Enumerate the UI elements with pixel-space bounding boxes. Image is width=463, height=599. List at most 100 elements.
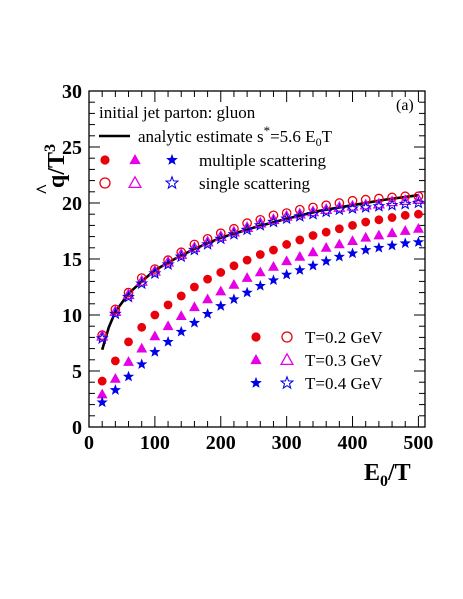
x-axis-title: E0/T	[364, 460, 411, 490]
x-tick-label: 300	[272, 432, 302, 454]
multiple-circle-point	[295, 235, 305, 245]
single-star-point	[333, 202, 346, 216]
single-circle-point	[308, 202, 318, 213]
multiple-circle-point	[229, 261, 239, 271]
multiple-triangle-point	[360, 231, 372, 242]
multiple-triangle-point	[268, 260, 279, 271]
single-circle-point	[242, 218, 252, 229]
single-triangle-point	[399, 194, 412, 206]
legend-triangle-open-marker	[279, 352, 295, 366]
single-star-point	[412, 196, 425, 209]
single-triangle-point	[122, 288, 135, 300]
single-circle-point	[294, 204, 305, 215]
single-star-point	[253, 218, 267, 231]
multiple-star-point	[386, 239, 398, 251]
multiple-triangle-point	[373, 229, 385, 240]
single-star-point	[267, 215, 280, 228]
single-star-point	[161, 257, 175, 270]
single-triangle-point	[320, 203, 333, 215]
legend-top-markers	[99, 153, 180, 190]
multiple-circle-point	[190, 282, 199, 292]
x-axis-title-main: E	[364, 460, 380, 486]
multiple-circle-point	[176, 291, 186, 301]
x-axis-title-sub: 0	[380, 473, 388, 490]
multiple-star-point	[96, 396, 108, 408]
x-tick-label: 500	[403, 432, 433, 454]
single-triangle-point	[359, 198, 372, 210]
multiple-triangle-point	[254, 266, 266, 277]
multiple-star-point	[109, 384, 121, 395]
multiple-triangle-point	[294, 250, 306, 261]
multiple-triangle-point	[386, 227, 398, 238]
single-triangle-point	[267, 213, 280, 225]
legend-circle-open-marker	[281, 331, 293, 343]
single-star-point	[227, 227, 241, 240]
multiple-circle-point	[334, 224, 344, 234]
y-tick-label: 10	[62, 305, 82, 327]
multiple-circle-point	[414, 209, 423, 219]
legend-bottom-markers	[250, 331, 295, 390]
single-triangle-point	[280, 209, 293, 221]
multiple-circle-point	[308, 231, 318, 240]
single-circle-point	[189, 239, 200, 250]
single-triangle-point	[214, 229, 227, 241]
single-circle-point	[136, 273, 147, 283]
multiple-circle-point	[374, 215, 384, 225]
single-circle-point	[215, 228, 226, 239]
single-triangle-point	[412, 193, 425, 204]
multiple-star-point	[412, 236, 425, 247]
single-circle-point	[268, 210, 279, 221]
multiple-star-point	[201, 307, 214, 319]
x-tick-label: 0	[84, 432, 94, 454]
multiple-circle-point	[321, 227, 331, 237]
multiple-star-point	[307, 259, 319, 271]
y-axis-title-hat: ^	[33, 183, 55, 195]
multiple-star-point	[175, 325, 187, 337]
multiple-circle-point	[216, 268, 226, 277]
multiple-triangle-point	[215, 285, 227, 296]
multiple-triangle-point	[202, 293, 213, 304]
multiple-triangle-point	[228, 278, 240, 289]
legend-analytic-tail: =5.6 E	[270, 127, 315, 146]
single-triangle-point	[333, 200, 346, 212]
single-star-point	[135, 276, 149, 290]
multiple-circle-point	[400, 210, 410, 220]
multiple-triangle-point	[136, 342, 148, 353]
single-circle-point	[334, 198, 345, 208]
single-star-point	[122, 290, 135, 303]
single-circle-point	[400, 191, 411, 202]
multiple-star-point	[373, 241, 385, 253]
multiple-triangle-point	[123, 356, 134, 366]
single-triangle-point	[175, 247, 188, 259]
legend-single-label: single scattering	[199, 174, 310, 193]
single-triangle-point	[227, 225, 241, 237]
axis-ticks-layer: 0 100 200 300 400 500 0 5 10 15 20 25 30	[62, 81, 433, 454]
multiple-star-point	[188, 316, 201, 328]
y-tick-label: 25	[62, 137, 82, 159]
single-star-point	[306, 207, 320, 220]
multiple-triangle-point	[149, 330, 161, 341]
multiple-star-point	[294, 264, 306, 275]
multiple-circle-point	[361, 217, 371, 227]
marker-layer	[95, 191, 425, 408]
single-star-point	[174, 250, 188, 263]
y-tick-label: 0	[72, 417, 82, 439]
legend-analytic-label: analytic estimate s*=5.6 E0T	[138, 123, 333, 149]
single-star-point	[398, 197, 412, 210]
multiple-triangle-point	[320, 241, 332, 252]
multiple-star-point	[281, 268, 293, 280]
multiple-star-point	[346, 247, 359, 259]
legend-multiple-triangle-marker	[129, 153, 141, 165]
legend-t03-label: T=0.3 GeV	[305, 351, 383, 370]
x-tick-label: 100	[140, 432, 170, 454]
single-star-point	[201, 237, 215, 250]
single-star-point	[148, 266, 162, 279]
legend-t02-label: T=0.2 GeV	[305, 328, 383, 347]
multiple-circle-point	[163, 300, 173, 310]
single-circle-point	[321, 200, 332, 211]
y-tick-label: 30	[62, 81, 82, 103]
multiple-circle-point	[348, 220, 357, 230]
x-axis-title-tail: /T	[387, 460, 411, 486]
multiple-triangle-point	[399, 225, 411, 235]
